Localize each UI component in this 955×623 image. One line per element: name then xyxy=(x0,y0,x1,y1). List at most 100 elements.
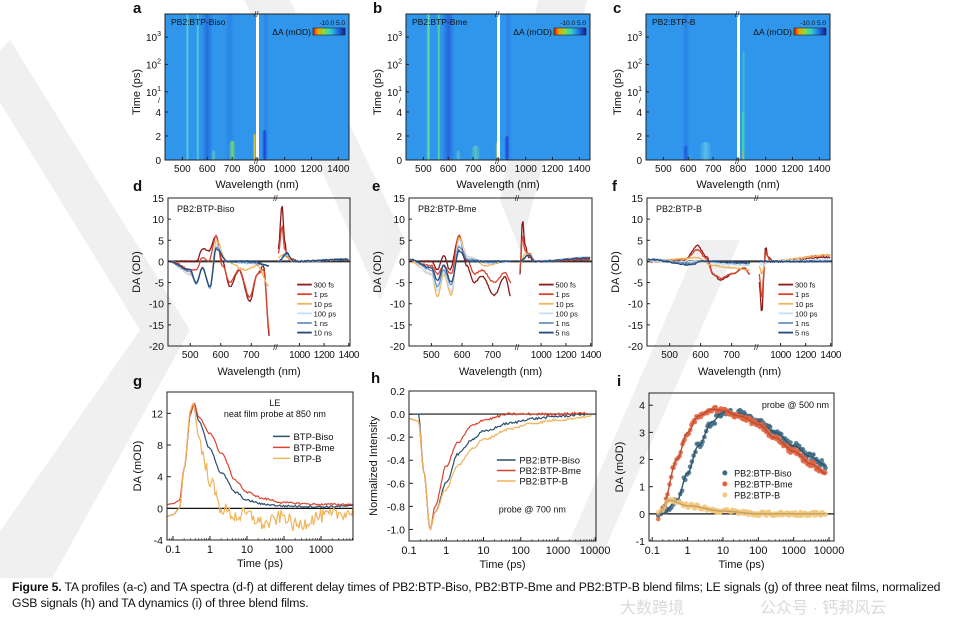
y-tick-label: 4 xyxy=(155,108,161,119)
colorbar xyxy=(553,27,587,36)
y-tick-label: 2 xyxy=(396,132,402,143)
x-tick-label: 700 xyxy=(465,164,482,175)
y-tick-label: -10 xyxy=(390,299,405,311)
y-tick-label: 4 xyxy=(639,400,645,412)
legend-label: 1 ps xyxy=(795,290,809,299)
y-axis-label: DA (mOD) xyxy=(132,441,144,492)
plot-frame xyxy=(408,197,593,347)
colorbar xyxy=(793,27,827,36)
y-tick-label: 103 xyxy=(387,31,402,44)
axis-break-mark: // xyxy=(754,343,759,352)
legend-label: 10 ps xyxy=(555,300,574,309)
axis-break-mark: // xyxy=(735,157,740,166)
x-axis-label: Wavelength (nm) xyxy=(696,179,779,191)
series-line-5ns xyxy=(647,258,751,267)
figure-caption: Figure 5. TA profiles (a-c) and TA spect… xyxy=(12,579,947,611)
y-tick-label: -5 xyxy=(155,278,164,290)
legend-label: 500 fs xyxy=(555,281,576,290)
y-tick-label: 0.2 xyxy=(390,386,405,398)
legend-label: BTP-B xyxy=(293,454,321,465)
y-axis-label: DA (mOD) xyxy=(614,442,626,493)
x-tick-label: 100 xyxy=(275,544,293,556)
colorbar-label: ΔA (mOD) xyxy=(272,27,311,37)
legend-label: BTP-Biso xyxy=(293,432,333,443)
kinetics-chart-i xyxy=(649,404,834,542)
tick-exponent: 1 xyxy=(398,86,402,93)
x-tick-label: 0.1 xyxy=(401,545,416,557)
y-tick-label: 101 xyxy=(387,86,402,99)
series-line-5ns xyxy=(519,254,591,263)
x-tick-label: 1000 xyxy=(309,544,333,556)
x-tick-label: 10000 xyxy=(814,545,845,557)
heatmap-feature xyxy=(252,133,257,160)
heatmap-feature xyxy=(682,145,689,160)
x-tick-label: 1000 xyxy=(546,545,570,557)
x-tick-label: 1 xyxy=(207,544,213,556)
x-tick-label: 1400 xyxy=(338,350,359,361)
heatmap-feature xyxy=(224,14,235,160)
tick-exponent: 3 xyxy=(157,31,161,38)
x-tick-label: 1400 xyxy=(580,350,601,361)
y-tick-label: 5 xyxy=(399,235,405,247)
y-tick-label: 0.0 xyxy=(390,409,405,421)
series-line xyxy=(166,401,354,532)
y-tick-label: 0 xyxy=(636,156,642,167)
heatmap-title: PB2:BTP-Bme xyxy=(412,17,468,27)
heatmap-feature xyxy=(262,14,269,160)
x-axis-label: Wavelength (nm) xyxy=(215,179,298,191)
series-line-10ns xyxy=(278,251,349,263)
tick-exponent: 3 xyxy=(638,31,642,38)
annotation-probe: probe @ 700 nm xyxy=(499,505,566,515)
y-axis-label: DA (OD) xyxy=(131,251,143,293)
legend-marker xyxy=(722,470,728,476)
legend-label: PB2:BTP-Biso xyxy=(519,456,580,467)
x-tick-label: 700 xyxy=(224,164,241,175)
y-tick-label: 5 xyxy=(158,235,164,247)
x-tick-label: 600 xyxy=(440,164,457,175)
x-axis-label: Time (ps) xyxy=(479,559,525,571)
heatmap-feature xyxy=(699,142,712,160)
x-tick-label: 1 xyxy=(443,545,449,557)
series-line-1ns xyxy=(168,246,270,290)
axis-break-mark: // xyxy=(254,157,259,166)
panel-label-c: c xyxy=(613,0,621,17)
heatmap-feature xyxy=(228,140,236,160)
series-line-300fs xyxy=(177,234,270,336)
x-axis-label: Wavelength (nm) xyxy=(698,366,781,378)
plot-frame xyxy=(408,390,597,542)
heatmap-feature xyxy=(455,150,461,160)
fit-line xyxy=(658,499,826,515)
y-tick-label: 4 xyxy=(636,108,642,119)
x-axis-label: Wavelength (nm) xyxy=(217,366,300,378)
tick-base: 4 xyxy=(155,108,161,119)
y-tick-label: -10 xyxy=(149,299,164,311)
colorbar xyxy=(312,27,346,36)
watermark-left: 大数跨境 xyxy=(620,600,685,617)
axis-break-mark: / xyxy=(158,98,160,105)
y-tick-label: 4 xyxy=(396,108,402,119)
kinetics-chart-g xyxy=(166,401,354,541)
legend-label: PB2:BTP-B xyxy=(519,477,568,488)
annotation-probe: neat film probe at 850 nm xyxy=(224,409,326,419)
y-axis-label: Normalized Intensity xyxy=(368,416,380,516)
tick-base: 0 xyxy=(155,156,161,167)
panel-label-d: d xyxy=(133,178,142,195)
tick-base: 10 xyxy=(146,60,158,71)
legend-label: 10 ns xyxy=(314,329,333,338)
caption-text: TA profiles (a-c) and TA spectra (d-f) a… xyxy=(12,580,941,610)
x-tick-label: 700 xyxy=(705,164,722,175)
y-tick-label: 102 xyxy=(146,58,161,71)
x-tick-label: 10 xyxy=(477,545,489,557)
x-tick-label: 600 xyxy=(680,164,697,175)
plot-frame xyxy=(648,392,835,542)
spectra-chart-f: //// xyxy=(647,194,832,352)
y-tick-label: 15 xyxy=(152,193,164,205)
x-tick-label: 1200 xyxy=(556,350,577,361)
x-tick-label: 800 xyxy=(490,164,507,175)
y-tick-label: 2 xyxy=(155,132,161,143)
x-tick-label: 10000 xyxy=(580,545,611,557)
y-tick-label: 1 xyxy=(639,482,645,494)
y-tick-label: 15 xyxy=(393,193,405,205)
tick-base: 10 xyxy=(627,60,639,71)
